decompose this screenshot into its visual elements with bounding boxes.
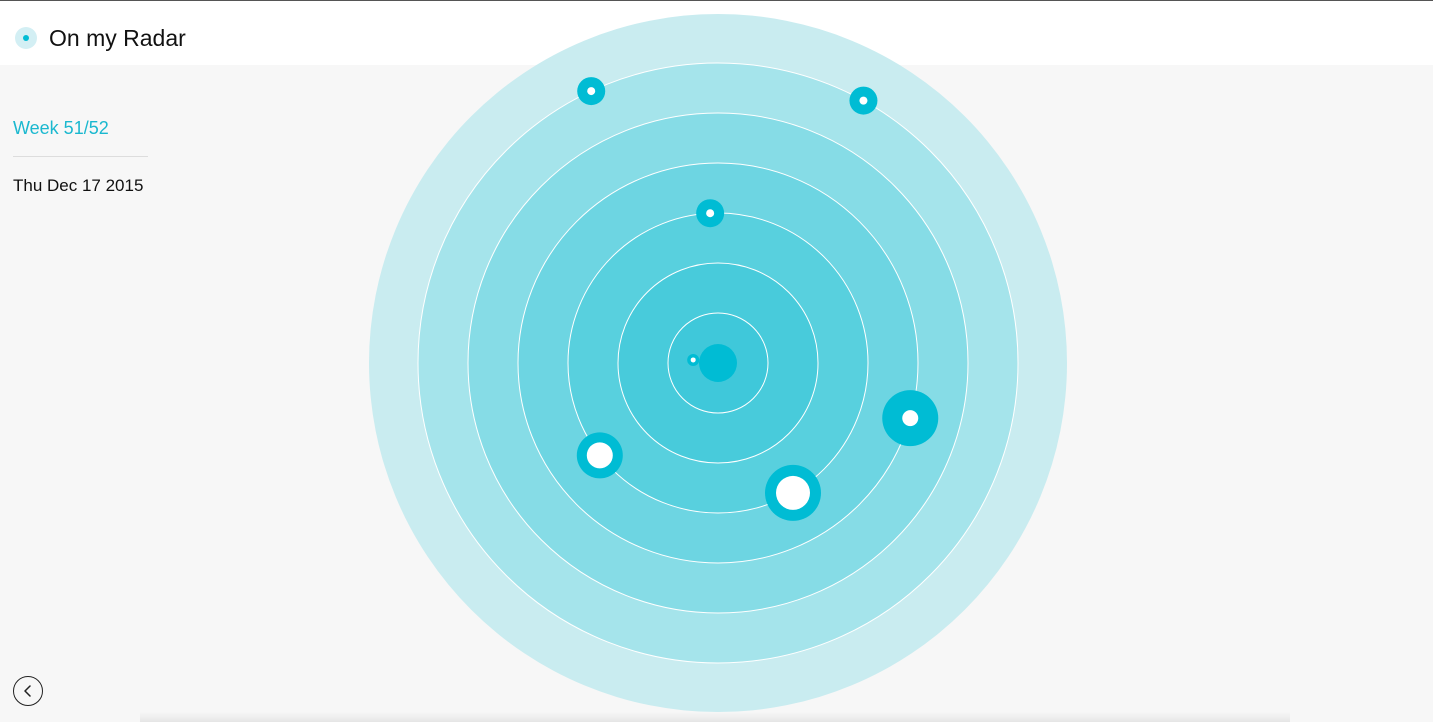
top-border [0, 0, 1433, 1]
radar-center [699, 344, 737, 382]
blip-core [859, 96, 868, 105]
week-label[interactable]: Week 51/52 [13, 118, 109, 138]
radar-blip[interactable] [687, 353, 700, 366]
date-label: Thu Dec 17 2015 [13, 176, 144, 195]
radar-blips [576, 77, 939, 521]
blip-core [586, 442, 613, 469]
back-button[interactable] [13, 676, 43, 706]
blip-core [587, 87, 596, 96]
blip-core [902, 410, 919, 427]
radar-dot-icon [15, 27, 37, 49]
radar-blip[interactable] [696, 199, 725, 228]
sidebar-divider [13, 156, 148, 157]
app-title: On my Radar [49, 25, 186, 51]
radar-blip[interactable] [849, 86, 878, 115]
blip-core [706, 209, 715, 218]
bottom-shadow [140, 712, 1290, 722]
radar-blip[interactable] [577, 77, 606, 106]
chevron-left-icon [24, 685, 31, 697]
radar-blip[interactable] [765, 464, 821, 521]
blip-core [690, 357, 696, 363]
radar-blip[interactable] [576, 432, 623, 479]
radar-blip[interactable] [882, 390, 939, 447]
blip-core [776, 475, 810, 510]
